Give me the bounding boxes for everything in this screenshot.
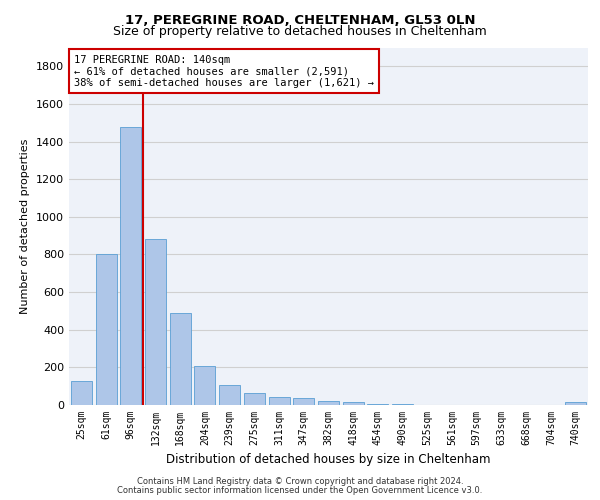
Bar — [194, 366, 215, 405]
Y-axis label: Number of detached properties: Number of detached properties — [20, 138, 31, 314]
Bar — [269, 396, 290, 405]
Text: 17 PEREGRINE ROAD: 140sqm
← 61% of detached houses are smaller (2,591)
38% of se: 17 PEREGRINE ROAD: 140sqm ← 61% of detac… — [74, 54, 374, 88]
Bar — [219, 385, 240, 405]
Text: 17, PEREGRINE ROAD, CHELTENHAM, GL53 0LN: 17, PEREGRINE ROAD, CHELTENHAM, GL53 0LN — [125, 14, 475, 27]
Bar — [367, 404, 388, 405]
X-axis label: Distribution of detached houses by size in Cheltenham: Distribution of detached houses by size … — [166, 454, 491, 466]
Bar — [95, 254, 116, 405]
Bar — [293, 398, 314, 405]
Bar — [318, 401, 339, 405]
Text: Size of property relative to detached houses in Cheltenham: Size of property relative to detached ho… — [113, 25, 487, 38]
Bar — [71, 382, 92, 405]
Text: Contains public sector information licensed under the Open Government Licence v3: Contains public sector information licen… — [118, 486, 482, 495]
Bar — [120, 126, 141, 405]
Bar — [565, 402, 586, 405]
Bar — [145, 240, 166, 405]
Bar — [170, 313, 191, 405]
Bar — [244, 393, 265, 405]
Bar — [343, 402, 364, 405]
Text: Contains HM Land Registry data © Crown copyright and database right 2024.: Contains HM Land Registry data © Crown c… — [137, 477, 463, 486]
Bar — [392, 404, 413, 405]
